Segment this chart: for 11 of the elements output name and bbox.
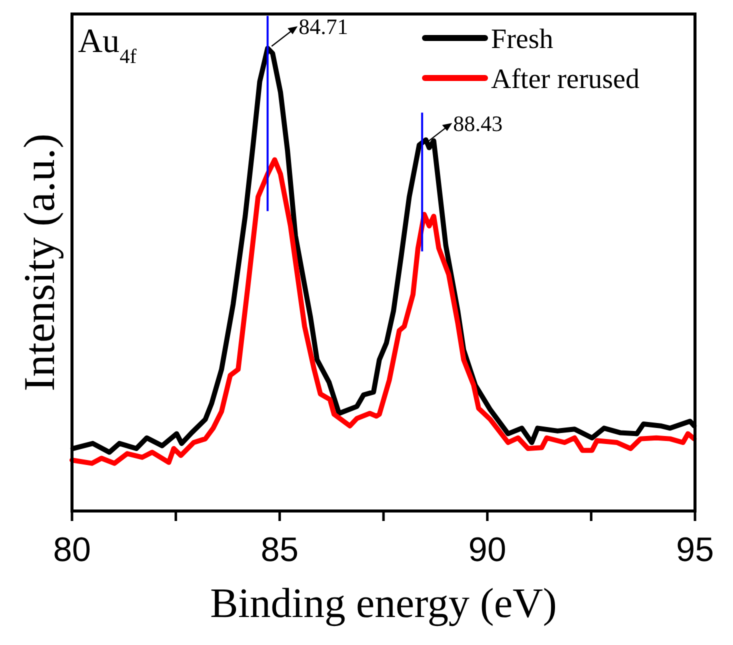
annotation: Au$_{4f}$ <box>78 23 137 68</box>
ref-line-label: 88.43 <box>453 110 503 136</box>
y-axis-title: Intensity (a.u.) <box>15 134 64 392</box>
x-tick-label: 90 <box>468 531 506 569</box>
ref-line-label: 84.71 <box>298 14 348 40</box>
legend-label: Fresh <box>491 24 554 55</box>
x-tick-label: 80 <box>53 531 91 569</box>
x-tick-label: 85 <box>260 531 299 569</box>
x-tick-label: 95 <box>676 531 714 569</box>
x-axis-title: Binding energy (eV) <box>210 581 557 627</box>
legend-label: After rerused <box>491 64 640 95</box>
